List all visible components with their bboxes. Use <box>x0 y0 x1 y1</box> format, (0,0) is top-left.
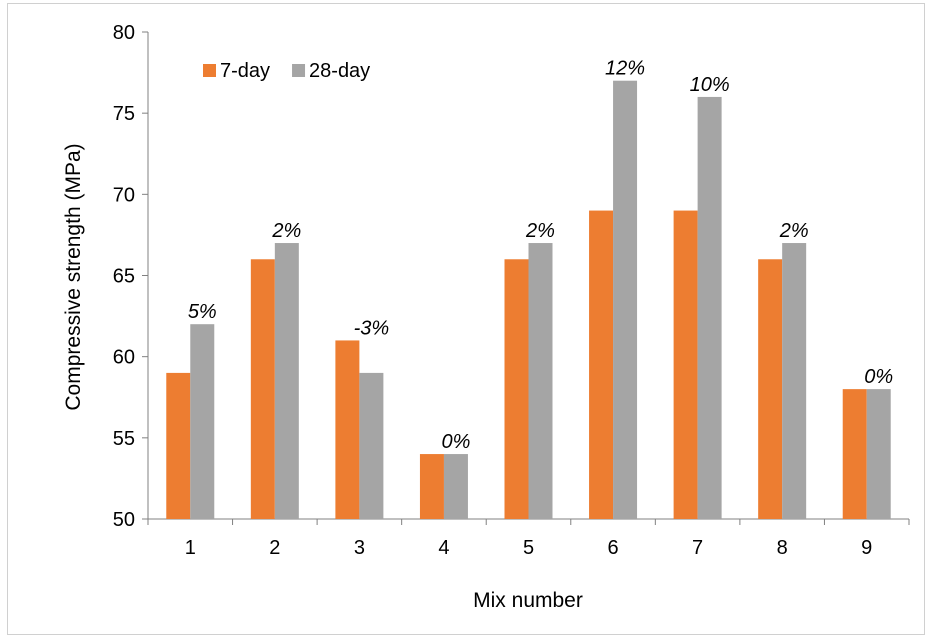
x-tick-label: 4 <box>438 537 449 559</box>
bar-7-day <box>842 389 867 519</box>
x-tick-label: 9 <box>861 537 872 559</box>
legend-label: 28-day <box>309 60 370 82</box>
bar-28-day <box>866 389 891 519</box>
bar-7-day <box>335 340 360 519</box>
bar-28-day <box>274 243 299 520</box>
strength-gain-label: 2% <box>271 220 301 242</box>
bar-28-day <box>613 80 638 519</box>
y-tick-label: 50 <box>113 509 135 531</box>
y-tick-label: 55 <box>113 428 135 450</box>
strength-gain-label: 5% <box>188 301 217 323</box>
bar-28-day <box>528 243 553 520</box>
y-tick-label: 60 <box>113 347 135 369</box>
strength-gain-label: -3% <box>354 317 390 339</box>
x-tick-label: 5 <box>523 537 534 559</box>
legend-label: 7-day <box>220 60 270 82</box>
bar-7-day <box>589 210 614 520</box>
bar-28-day <box>782 243 807 520</box>
x-tick-label: 2 <box>269 537 280 559</box>
y-axis-title: Compressive strength (MPa) <box>62 143 85 410</box>
plot-area: 50 55 60 65 70 75 80 1 5% 2 2% 3 -3% 4 0% 5 2% 6 12% 7 10% 8 2… <box>113 22 910 559</box>
strength-gain-label: 0% <box>441 431 470 453</box>
bar-7-day <box>504 259 529 519</box>
x-axis-title: Mix number <box>473 589 583 612</box>
bar-7-day <box>419 454 444 519</box>
y-tick-label: 65 <box>113 266 135 288</box>
x-tick-label: 6 <box>607 537 618 559</box>
legend-swatch <box>292 64 306 77</box>
x-tick-label: 3 <box>354 537 365 559</box>
strength-gain-label: 2% <box>779 220 809 242</box>
bar-28-day <box>697 96 722 519</box>
bar-28-day <box>190 324 215 519</box>
strength-gain-label: 2% <box>525 220 555 242</box>
x-tick-label: 7 <box>692 537 703 559</box>
legend: 7-day 28-day <box>203 60 370 82</box>
y-tick-label: 75 <box>113 103 135 125</box>
x-tick-label: 1 <box>185 537 196 559</box>
strength-gain-label: 10% <box>690 74 730 96</box>
bar-7-day <box>166 372 191 519</box>
strength-gain-label: 0% <box>864 366 893 388</box>
bar-7-day <box>673 210 698 520</box>
y-tick-label: 80 <box>113 22 135 44</box>
legend-swatch <box>203 64 216 77</box>
x-tick-label: 8 <box>777 537 788 559</box>
bar-7-day <box>250 259 275 519</box>
bar-28-day <box>359 372 384 519</box>
bar-28-day <box>443 454 468 519</box>
strength-gain-label: 12% <box>605 58 645 80</box>
bar-7-day <box>758 259 783 519</box>
y-tick-label: 70 <box>113 184 135 206</box>
